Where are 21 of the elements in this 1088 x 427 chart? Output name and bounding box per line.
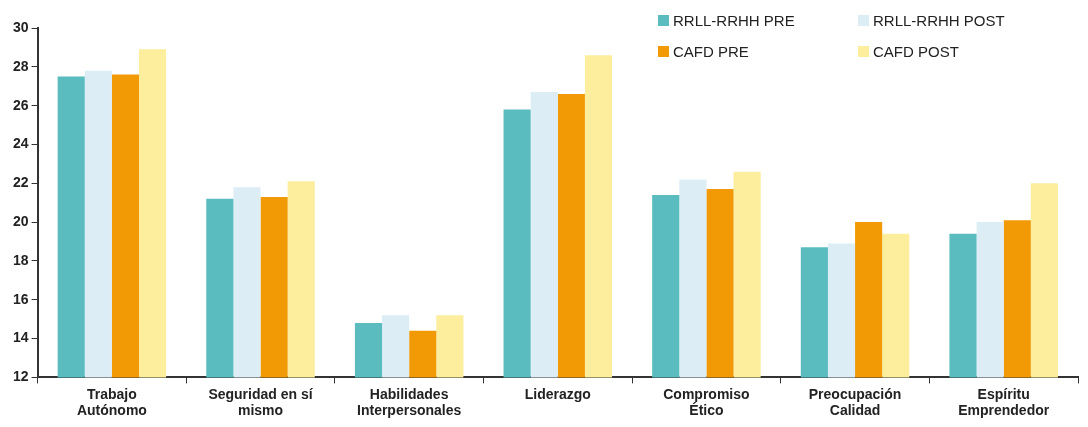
y-tick-label: 18	[12, 251, 29, 268]
x-tick-label: Trabajo Autónomo	[76, 385, 147, 419]
legend-label: RRLL-RRHH POST	[873, 12, 1005, 29]
legend-label: CAFD PRE	[673, 43, 749, 60]
y-tick-label: 22	[12, 174, 29, 191]
x-tick-label: Compromiso Ético	[663, 385, 750, 419]
x-tick-label: Seguridad en sí mismo	[208, 385, 314, 419]
legend-label: RRLL-RRHH PRE	[673, 12, 795, 29]
y-tick-label: 20	[12, 212, 29, 229]
y-tick-label: 16	[12, 290, 29, 307]
x-tick-label: Liderazgo	[524, 385, 591, 402]
x-tick-label: Espíritu Emprendedor	[958, 385, 1050, 419]
x-tick-label: Habilidades Interpersonales	[357, 385, 462, 419]
y-tick-label: 24	[12, 135, 29, 152]
y-tick-label: 30	[12, 18, 29, 35]
x-tick-label: Preocupación Calidad	[808, 385, 902, 419]
y-tick-label: 28	[12, 57, 29, 74]
y-tick-label: 26	[12, 96, 29, 113]
y-tick-label: 12	[12, 368, 29, 385]
y-tick-label: 14	[12, 329, 29, 346]
legend-label: CAFD POST	[873, 43, 959, 60]
